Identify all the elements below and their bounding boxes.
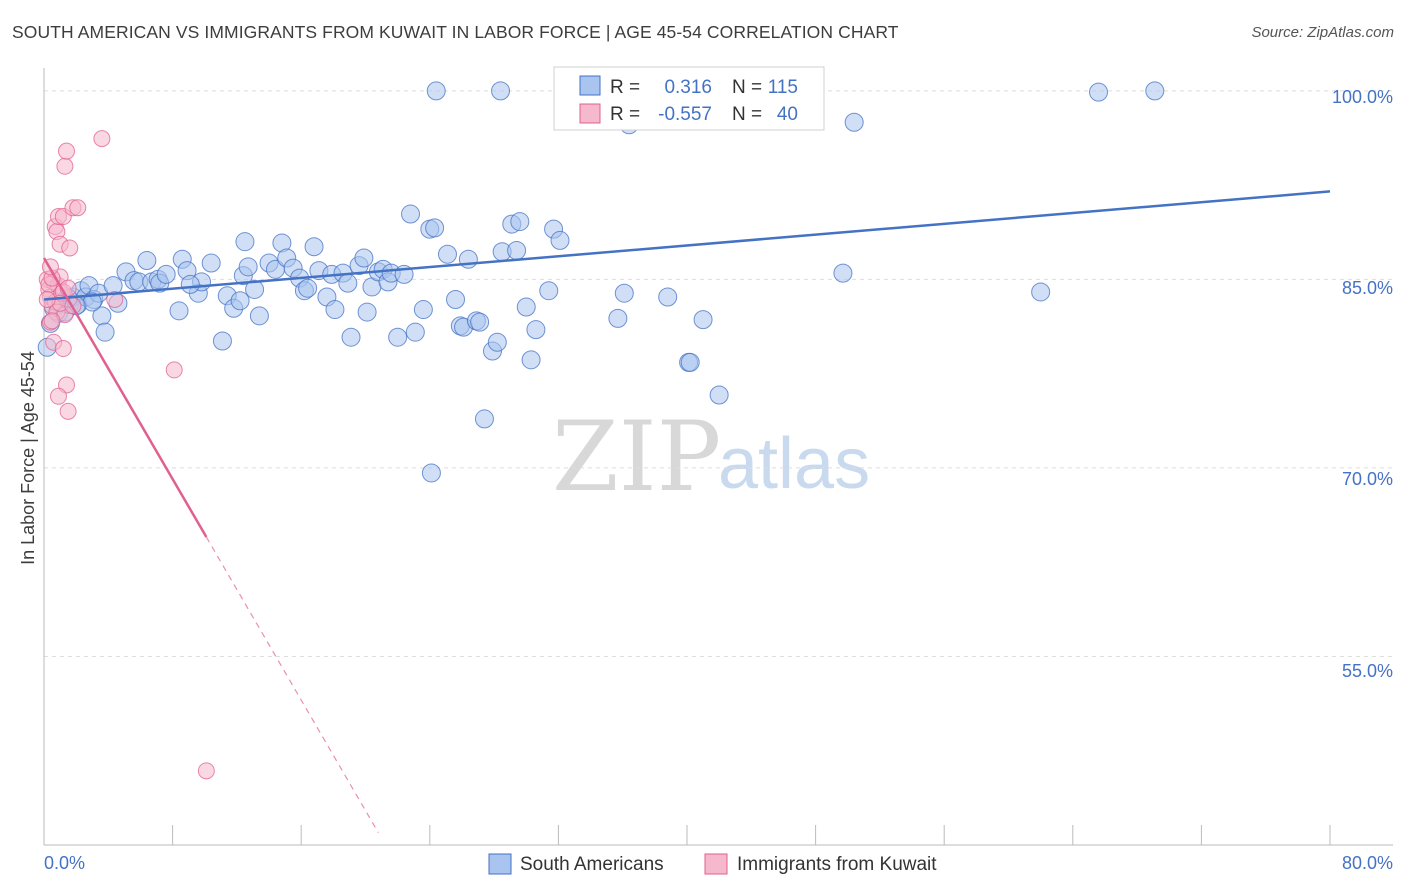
point-south-americans-98 [833, 263, 853, 283]
point-kuwait-21 [58, 142, 76, 160]
point-south-americans-67 [413, 300, 433, 320]
y-tick-label-100: 100.0% [1332, 87, 1393, 107]
point-south-americans-47 [304, 237, 324, 257]
point-south-americans-38 [249, 306, 269, 326]
series-legend-label-kuwait: Immigrants from Kuwait [737, 854, 937, 875]
point-south-americans-83 [510, 212, 530, 232]
point-south-americans-54 [341, 327, 361, 347]
point-south-americans-113 [156, 264, 176, 284]
point-kuwait-38 [106, 291, 124, 309]
trendline-south-americans [43, 190, 1331, 301]
point-south-americans-84 [516, 297, 536, 317]
legend-swatch-pink [579, 103, 601, 124]
axis-layer [43, 68, 1393, 846]
point-kuwait-13 [43, 312, 61, 330]
point-south-americans-56 [354, 248, 374, 268]
series-legend-swatch-kuwait [704, 853, 728, 875]
y-tick-label-85: 85.0% [1342, 278, 1393, 298]
point-south-americans-65 [401, 204, 421, 224]
point-south-americans-63 [388, 327, 408, 347]
points-layer [37, 81, 1165, 780]
point-south-americans-25 [169, 301, 189, 321]
y-tick-label-55: 55.0% [1342, 661, 1393, 681]
point-south-americans-71 [446, 290, 466, 310]
legend-n-value-2: 40 [777, 104, 798, 125]
series-legend-label-south-americans: South Americans [520, 854, 664, 875]
point-kuwait-28 [49, 387, 67, 405]
point-south-americans-100 [1031, 282, 1051, 302]
point-south-americans-101 [1089, 82, 1109, 102]
point-south-americans-89 [550, 230, 570, 250]
point-south-americans-37 [245, 279, 265, 299]
watermark: ZIP atlas [552, 401, 870, 513]
series-legend: South Americans Immigrants from Kuwait [488, 853, 937, 875]
point-south-americans-86 [526, 320, 546, 340]
point-south-americans-57 [357, 302, 377, 322]
point-south-americans-93 [658, 287, 678, 307]
point-south-americans-69 [425, 218, 445, 238]
point-south-americans-90 [421, 463, 441, 483]
point-south-americans-31 [212, 331, 232, 351]
legend-r-label-2: R = [610, 104, 640, 125]
trend-layer [42, 190, 1331, 833]
point-south-americans-51 [325, 300, 345, 320]
point-kuwait-29 [54, 340, 72, 358]
point-south-americans-79 [487, 332, 507, 352]
legend-r-value-2: -0.557 [658, 104, 712, 125]
point-south-americans-82 [507, 240, 527, 260]
point-south-americans-70 [437, 244, 457, 264]
grid-layer [44, 90, 1393, 657]
y-tick-label-70: 70.0% [1342, 469, 1393, 489]
point-kuwait-25 [93, 130, 111, 148]
point-south-americans-53 [338, 273, 358, 293]
legend-swatch-blue [579, 75, 601, 96]
watermark-atlas: atlas [718, 424, 870, 504]
legend-r-label-1: R = [610, 77, 640, 98]
point-south-americans-85 [521, 350, 541, 370]
watermark-zip: ZIP [552, 401, 721, 513]
legend-n-label-1: N = [732, 77, 762, 98]
point-south-americans-103 [426, 81, 446, 101]
point-south-americans-46 [298, 278, 318, 298]
point-kuwait-22 [61, 239, 79, 257]
point-south-americans-96 [693, 310, 713, 330]
point-kuwait-24 [69, 199, 87, 217]
point-south-americans-111 [238, 257, 258, 277]
trendline-kuwait-extension [205, 536, 379, 833]
point-south-americans-36 [235, 232, 255, 252]
point-south-americans-34 [230, 291, 250, 311]
y-axis-title: In Labor Force | Age 45-54 [18, 351, 38, 565]
point-south-americans-92 [614, 283, 634, 303]
chart-title: SOUTH AMERICAN VS IMMIGRANTS FROM KUWAIT… [12, 22, 899, 42]
series-legend-swatch-south-americans [488, 853, 512, 875]
point-kuwait-30 [165, 361, 183, 379]
legend-n-value-1: 115 [768, 77, 798, 98]
point-kuwait-27 [59, 402, 77, 420]
point-south-americans-15 [95, 322, 115, 342]
chart-source: Source: ZipAtlas.com [1251, 24, 1394, 41]
point-south-americans-87 [539, 281, 559, 301]
point-south-americans-21 [137, 251, 157, 271]
point-south-americans-30 [201, 253, 221, 273]
correlation-legend: R = 0.316 N = 115 R = -0.557 N = 40 [553, 66, 825, 131]
point-south-americans-104 [491, 81, 511, 101]
point-south-americans-66 [405, 322, 425, 342]
point-south-americans-112 [180, 274, 200, 294]
trendline-kuwait [42, 257, 208, 538]
point-south-americans-102 [1145, 81, 1165, 101]
legend-r-value-1: 0.316 [664, 77, 712, 98]
point-south-americans-76 [470, 312, 490, 332]
legend-n-label-2: N = [732, 104, 762, 125]
point-south-americans-95 [680, 352, 700, 372]
point-south-americans-99 [844, 112, 864, 132]
point-kuwait-31 [197, 762, 215, 780]
point-south-americans-77 [474, 409, 494, 429]
point-south-americans-97 [709, 385, 729, 405]
x-tick-label-max: 80.0% [1342, 853, 1393, 873]
x-tick-label-min: 0.0% [44, 853, 85, 873]
point-south-americans-91 [608, 308, 628, 328]
point-kuwait-20 [56, 157, 74, 175]
